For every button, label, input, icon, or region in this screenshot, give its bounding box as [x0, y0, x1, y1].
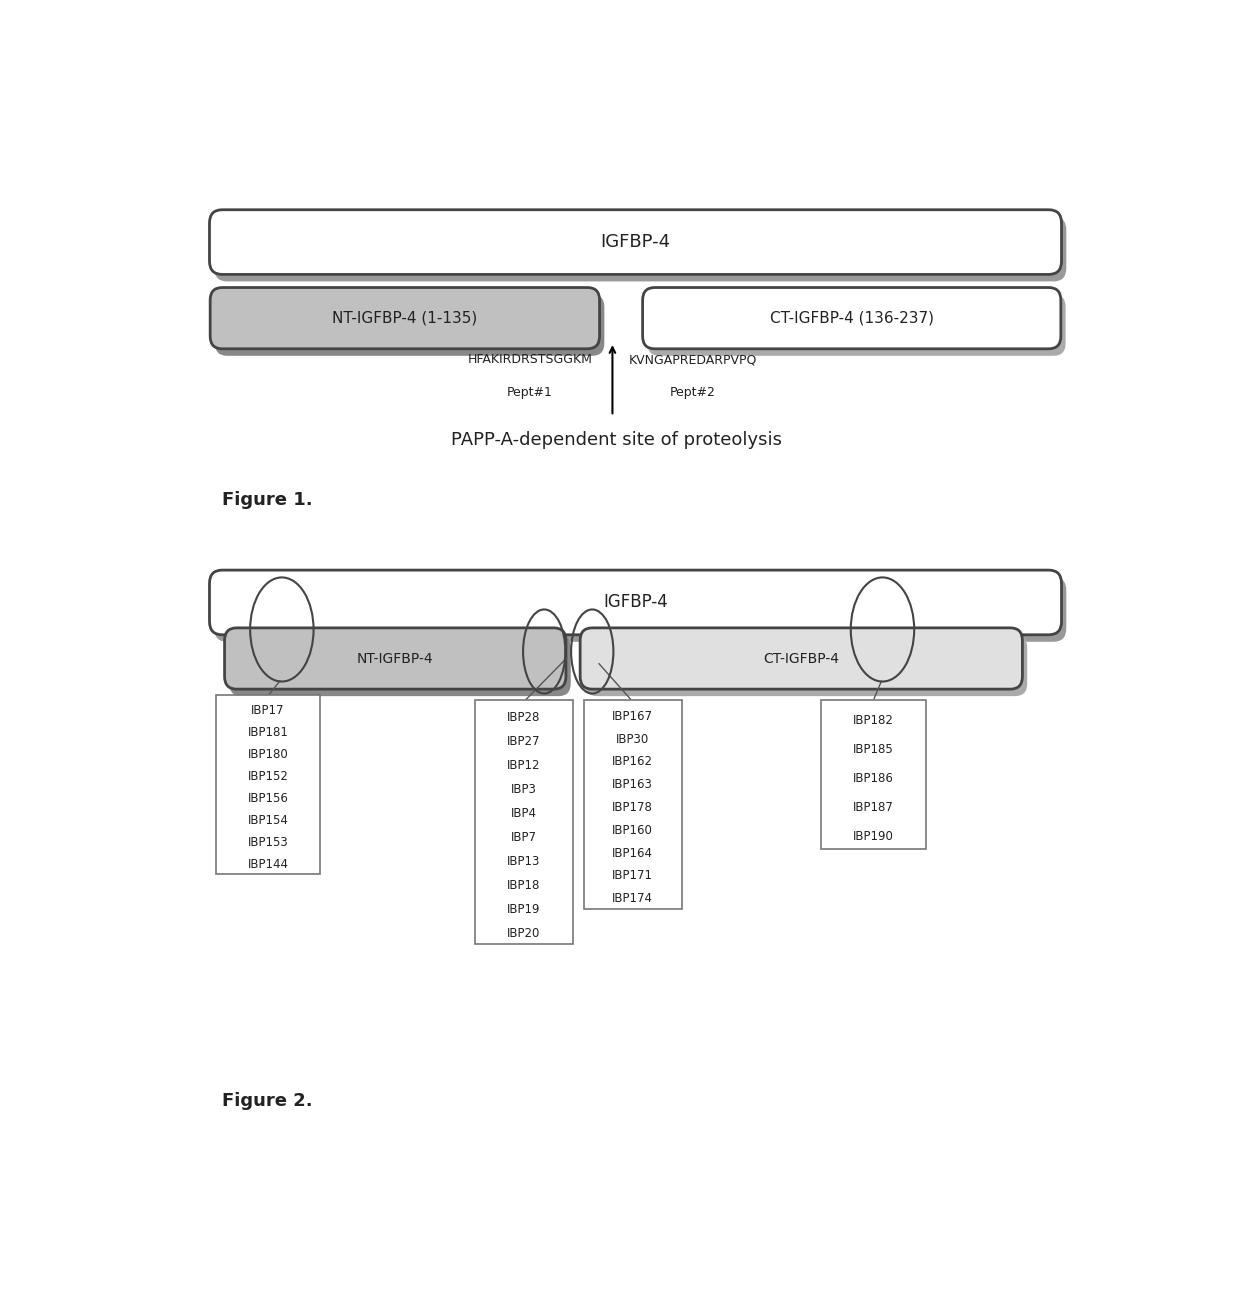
Text: IBP180: IBP180 — [248, 747, 288, 760]
Text: IBP20: IBP20 — [507, 927, 541, 940]
Text: IBP190: IBP190 — [853, 829, 894, 842]
Text: IBP30: IBP30 — [616, 733, 650, 746]
Text: IBP186: IBP186 — [853, 772, 894, 785]
Text: CT-IGFBP-4 (136-237): CT-IGFBP-4 (136-237) — [770, 311, 934, 326]
Text: IBP153: IBP153 — [248, 836, 288, 849]
Text: CT-IGFBP-4: CT-IGFBP-4 — [764, 651, 839, 666]
Text: IBP4: IBP4 — [511, 807, 537, 820]
FancyBboxPatch shape — [642, 287, 1061, 348]
FancyBboxPatch shape — [585, 634, 1027, 696]
Text: IBP144: IBP144 — [248, 858, 289, 871]
Text: IBP27: IBP27 — [507, 734, 541, 747]
Text: IBP162: IBP162 — [613, 755, 653, 768]
Text: IBP154: IBP154 — [248, 814, 289, 827]
FancyBboxPatch shape — [224, 628, 565, 689]
Text: IBP182: IBP182 — [853, 714, 894, 727]
Text: IBP171: IBP171 — [613, 870, 653, 883]
Text: Figure 2.: Figure 2. — [222, 1092, 312, 1110]
Text: IBP13: IBP13 — [507, 855, 541, 868]
FancyBboxPatch shape — [647, 295, 1065, 356]
Text: HFAKIRDRSTSGGKM: HFAKIRDRSTSGGKM — [467, 354, 593, 367]
Text: IBP181: IBP181 — [248, 727, 289, 740]
Text: IBP7: IBP7 — [511, 831, 537, 844]
Text: KVNGAPREDARPVPQ: KVNGAPREDARPVPQ — [629, 354, 758, 367]
FancyBboxPatch shape — [229, 634, 570, 696]
Text: Pept#1: Pept#1 — [507, 386, 553, 399]
Text: IBP12: IBP12 — [507, 759, 541, 772]
Text: IBP164: IBP164 — [613, 846, 653, 859]
FancyBboxPatch shape — [210, 287, 600, 348]
Text: IBP19: IBP19 — [507, 903, 541, 916]
FancyBboxPatch shape — [580, 628, 1023, 689]
Text: IBP152: IBP152 — [248, 770, 289, 783]
Text: Figure 1.: Figure 1. — [222, 491, 312, 510]
FancyBboxPatch shape — [210, 209, 1061, 274]
FancyBboxPatch shape — [821, 699, 926, 849]
Text: IBP18: IBP18 — [507, 879, 541, 892]
FancyBboxPatch shape — [215, 577, 1066, 642]
Text: IBP178: IBP178 — [613, 801, 653, 814]
Text: IBP3: IBP3 — [511, 783, 537, 796]
Text: IBP28: IBP28 — [507, 711, 541, 724]
Text: IGFBP-4: IGFBP-4 — [603, 593, 668, 611]
FancyBboxPatch shape — [584, 699, 682, 909]
FancyBboxPatch shape — [210, 571, 1061, 634]
FancyBboxPatch shape — [475, 699, 573, 944]
Text: IBP163: IBP163 — [613, 779, 653, 792]
Text: IBP174: IBP174 — [613, 892, 653, 905]
Text: NT-IGFBP-4 (1-135): NT-IGFBP-4 (1-135) — [332, 311, 477, 326]
Text: IBP185: IBP185 — [853, 742, 894, 755]
FancyBboxPatch shape — [215, 217, 1066, 281]
Text: IBP187: IBP187 — [853, 801, 894, 814]
Text: IBP167: IBP167 — [613, 710, 653, 723]
FancyBboxPatch shape — [216, 694, 320, 874]
Text: IBP156: IBP156 — [248, 792, 289, 805]
Text: Pept#2: Pept#2 — [671, 386, 715, 399]
Text: IBP17: IBP17 — [252, 705, 285, 718]
Text: NT-IGFBP-4: NT-IGFBP-4 — [357, 651, 434, 666]
FancyBboxPatch shape — [215, 295, 604, 356]
Text: PAPP-A-dependent site of proteolysis: PAPP-A-dependent site of proteolysis — [451, 432, 781, 450]
Text: IBP160: IBP160 — [613, 824, 653, 837]
Text: IGFBP-4: IGFBP-4 — [600, 233, 671, 251]
